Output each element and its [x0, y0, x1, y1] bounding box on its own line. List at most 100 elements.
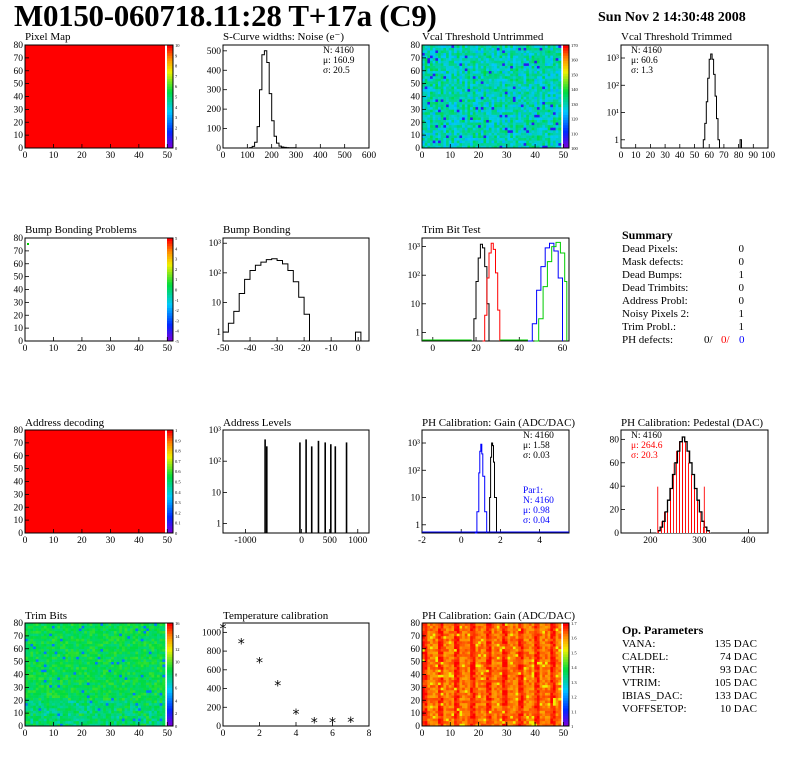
heatmap-cell: [132, 687, 136, 691]
heatmap-cell: [54, 715, 58, 719]
x-tick-label: 70: [719, 151, 729, 161]
heatmap-cell: [544, 45, 548, 48]
heatmap-cell: [544, 114, 548, 118]
heatmap-cell: [105, 705, 109, 709]
heatmap-cell: [97, 653, 101, 657]
colorbar-segment: [167, 91, 173, 95]
heatmap-cell: [73, 713, 77, 716]
heatmap-cell: [496, 70, 500, 74]
heatmap-cell: [116, 656, 120, 660]
heatmap-cell: [499, 73, 503, 77]
colorbar-segment: [167, 700, 173, 704]
heatmap-cell: [70, 713, 74, 716]
heatmap-cell: [68, 630, 72, 634]
heatmap-cell: [119, 687, 123, 691]
heatmap-cell: [78, 651, 82, 655]
heatmap-cell: [480, 127, 484, 131]
heatmap-cell: [143, 689, 147, 693]
heatmap-cell: [454, 81, 458, 84]
heatmap-cell: [512, 63, 516, 66]
heatmap-cell: [547, 83, 551, 87]
heatmap-cell: [135, 648, 139, 652]
colorbar-segment: [167, 432, 173, 436]
heatmap-cell: [89, 648, 93, 652]
heatmap-cell: [515, 81, 519, 84]
heatmap-cell: [547, 140, 551, 144]
heatmap-cell: [138, 643, 142, 647]
heatmap-cell: [499, 101, 503, 105]
heatmap-cell: [499, 129, 503, 133]
heatmap-cell: [456, 47, 460, 51]
heatmap-cell: [523, 73, 527, 77]
heatmap-cell: [27, 641, 31, 644]
heatmap-cell: [526, 104, 530, 108]
stat-line: σ: 20.3: [631, 451, 658, 461]
colorbar-segment: [563, 68, 569, 72]
heatmap-cell: [486, 122, 490, 126]
heatmap-cell: [78, 635, 82, 639]
heatmap-cell: [523, 55, 527, 59]
heatmap-cell: [156, 623, 160, 626]
x-tick-label: 60: [558, 344, 568, 354]
heatmap-cell: [162, 687, 166, 691]
colorbar-segment: [167, 99, 173, 103]
heatmap-cell: [422, 86, 425, 90]
heatmap-cell: [550, 124, 554, 128]
heatmap-cell: [162, 653, 166, 657]
heatmap-cell: [57, 648, 61, 652]
heatmap-cell: [92, 684, 96, 688]
heatmap-cell: [140, 697, 144, 701]
heatmap-cell: [49, 679, 53, 683]
heatmap-cell: [35, 692, 39, 696]
heatmap-cell: [68, 718, 72, 722]
heatmap-cell: [432, 140, 436, 144]
heatmap-cell: [78, 684, 82, 688]
heatmap-cell: [43, 677, 47, 680]
heatmap-cell: [46, 664, 50, 668]
heatmap-cell: [550, 127, 554, 131]
heatmap-cell: [496, 109, 500, 113]
heatmap-cell: [456, 88, 460, 92]
heatmap-cell: [459, 119, 463, 123]
heatmap-cell: [512, 104, 516, 108]
heatmap-cell: [130, 707, 133, 711]
heatmap-cell: [130, 646, 133, 650]
heatmap-cell: [454, 129, 458, 133]
heatmap-cell: [555, 70, 559, 74]
colorbar-segment: [167, 491, 173, 495]
heatmap-cell: [73, 661, 77, 665]
heatmap-cell: [483, 145, 487, 149]
heatmap-cell: [73, 687, 77, 691]
heatmap-cell: [154, 684, 158, 688]
heatmap-cell: [54, 638, 58, 642]
heatmap-cell: [124, 674, 128, 678]
colorbar-segment: [167, 638, 173, 642]
heatmap-cell: [70, 692, 74, 696]
heatmap-cell: [534, 106, 538, 110]
heatmap-cell: [60, 674, 63, 678]
heatmap-cell: [105, 710, 109, 714]
heatmap-cell: [54, 684, 58, 688]
colorbar-segment: [563, 52, 569, 56]
heatmap-cell: [132, 653, 136, 657]
heatmap-cell: [515, 83, 519, 87]
heatmap-cell: [86, 669, 90, 673]
heatmap-cell: [138, 648, 142, 652]
heatmap-cell: [116, 633, 120, 637]
heatmap-cell: [448, 91, 452, 95]
heatmap-cell: [140, 674, 144, 678]
heatmap-cell: [478, 47, 482, 51]
heatmap-cell: [60, 697, 63, 701]
heatmap-cell: [116, 641, 120, 644]
heatmap-cell: [70, 671, 74, 675]
heatmap-cell: [494, 96, 498, 100]
heatmap-cell: [132, 689, 136, 693]
heatmap-cell: [475, 47, 479, 51]
heatmap-cell: [62, 630, 66, 634]
heatmap-cell: [148, 638, 152, 642]
colorbar-segment: [167, 299, 173, 303]
heatmap-cell: [432, 73, 436, 77]
heatmap-cell: [459, 65, 463, 69]
heatmap-cell: [103, 635, 107, 639]
heatmap-cell: [531, 91, 535, 95]
